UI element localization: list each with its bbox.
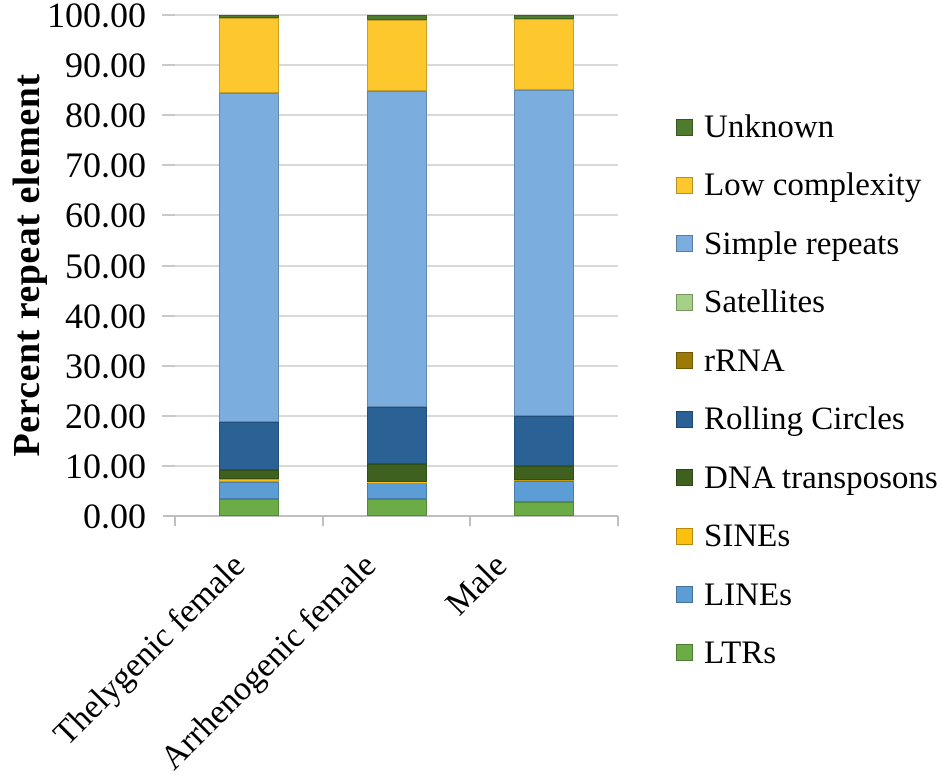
legend-swatch-icon <box>676 527 693 545</box>
legend-label: Low complexity <box>704 167 922 204</box>
legend-label: rRNA <box>704 342 785 379</box>
legend-swatch-icon <box>676 235 693 253</box>
legend-label: DNA transposons <box>704 459 938 496</box>
legend-label: Unknown <box>704 109 835 145</box>
bar-segment-lines <box>218 482 279 500</box>
bar-segment-unknown <box>514 15 575 19</box>
bar-segment-sines <box>366 481 427 483</box>
legend-item-lines: LINEs <box>676 577 792 613</box>
y-tick-mark <box>162 114 175 117</box>
y-tick-label: 50.00 <box>65 245 146 286</box>
legend-swatch-icon <box>676 352 693 370</box>
y-tick-mark <box>162 164 175 167</box>
bar-segment-low-complexity <box>218 17 279 93</box>
bar-segment-ltrs <box>366 499 427 516</box>
x-tick-mark <box>174 516 176 526</box>
legend-item-simple-repeats: Simple repeats <box>676 226 899 262</box>
bar-segment-lines <box>514 480 575 502</box>
y-tick-label: 100.00 <box>47 0 146 35</box>
y-tick-mark <box>162 464 175 467</box>
y-tick-mark <box>162 64 175 67</box>
y-tick-mark <box>162 314 175 317</box>
x-tick-mark <box>321 516 324 526</box>
bar-segment-dna-transposons <box>366 463 427 482</box>
legend-label: Satellites <box>704 284 825 321</box>
bar-segment-simple-repeats <box>514 90 575 417</box>
legend-label: SINEs <box>704 518 791 555</box>
legend-item-dna-transposons: DNA transposons <box>676 460 938 496</box>
legend-swatch-icon <box>676 118 693 136</box>
legend-swatch-icon <box>676 644 693 662</box>
y-tick-mark <box>162 14 175 16</box>
legend-label: LTRs <box>704 634 777 671</box>
gridline-0.00 <box>163 515 618 517</box>
x-tick-mark <box>469 516 472 526</box>
bar-segment-lines <box>366 482 427 500</box>
x-tick-mark <box>617 516 619 526</box>
y-tick-mark <box>162 364 175 367</box>
legend-item-ltrs: LTRs <box>676 635 776 671</box>
bar-segment-low-complexity <box>514 19 575 91</box>
bar-segment-dna-transposons <box>218 470 279 480</box>
bar-segment-simple-repeats <box>218 92 279 423</box>
y-tick-mark <box>162 264 175 267</box>
y-tick-label: 10.00 <box>65 445 146 486</box>
y-tick-label: 30.00 <box>65 345 146 386</box>
x-axis-label: Male <box>438 547 515 623</box>
y-tick-mark <box>162 214 175 217</box>
bar-segment-ltrs <box>218 499 279 516</box>
y-tick-label: 60.00 <box>65 195 146 236</box>
legend-item-satellites: Satellites <box>676 284 825 320</box>
bar-segment-low-complexity <box>366 19 427 91</box>
y-tick-label: 70.00 <box>65 145 146 186</box>
y-tick-label: 40.00 <box>65 295 146 336</box>
bar-segment-ltrs <box>514 501 575 516</box>
legend-swatch-icon <box>676 293 693 311</box>
bar-segment-sines <box>514 480 575 481</box>
legend-item-unknown: Unknown <box>676 109 834 145</box>
bar-segment-unknown <box>366 15 427 20</box>
bar-segment-dna-transposons <box>514 466 575 481</box>
legend-swatch-icon <box>676 410 693 428</box>
legend-item-rrna: rRNA <box>676 343 785 379</box>
y-tick-label: 80.00 <box>65 95 146 136</box>
legend-item-sines: SINEs <box>676 518 790 554</box>
legend-label: LINEs <box>704 576 792 613</box>
legend-item-low-complexity: Low complexity <box>676 167 921 203</box>
legend-swatch-icon <box>676 586 693 604</box>
bar-segment-simple-repeats <box>366 90 427 408</box>
bar-segment-rolling-circles <box>514 416 575 467</box>
bar-segment-rolling-circles <box>218 422 279 471</box>
legend-swatch-icon <box>676 176 693 194</box>
y-tick-label: 0.00 <box>83 496 146 536</box>
bar-segment-unknown <box>218 15 279 18</box>
y-tick-label: 90.00 <box>65 45 146 86</box>
legend-item-rolling-circles: Rolling Circles <box>676 401 905 437</box>
legend-label: Simple repeats <box>704 225 900 262</box>
legend-label: Rolling Circles <box>704 401 905 438</box>
bar-segment-sines <box>218 479 279 483</box>
bar-segment-rolling-circles <box>366 407 427 464</box>
legend-swatch-icon <box>676 469 693 487</box>
y-tick-mark <box>162 414 175 417</box>
y-tick-label: 20.00 <box>65 395 146 436</box>
